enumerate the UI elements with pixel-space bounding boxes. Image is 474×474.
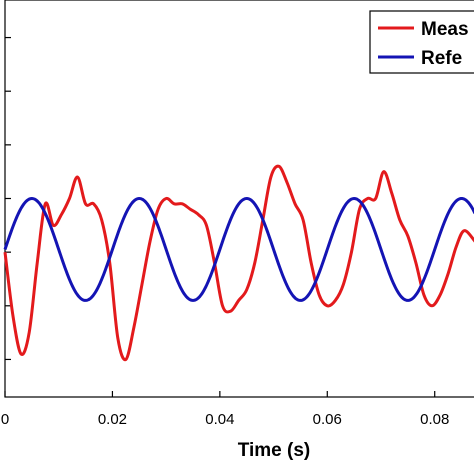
x-tick-label-0: 0 (1, 411, 9, 428)
x-tick-label-3: 0.06 (313, 411, 342, 428)
x-axis-tick-labels: 0 0.02 0.04 0.06 0.08 (1, 411, 449, 428)
x-axis-ticks (4, 391, 436, 397)
series-layer (3, 164, 474, 362)
x-tick-label-1: 0.02 (98, 411, 127, 428)
legend-box (369, 10, 474, 74)
series-line-meas (3, 164, 474, 362)
legend-label-meas: Meas (421, 19, 469, 40)
series-line-refe (3, 196, 474, 302)
x-tick-label-4: 0.08 (420, 411, 449, 428)
legend-label-refe: Refe (421, 48, 462, 69)
x-tick-label-2: 0.04 (205, 411, 234, 428)
legend: Meas Refe (369, 10, 474, 74)
y-axis-ticks (5, 36, 11, 361)
x-axis-label: Time (s) (238, 440, 311, 461)
